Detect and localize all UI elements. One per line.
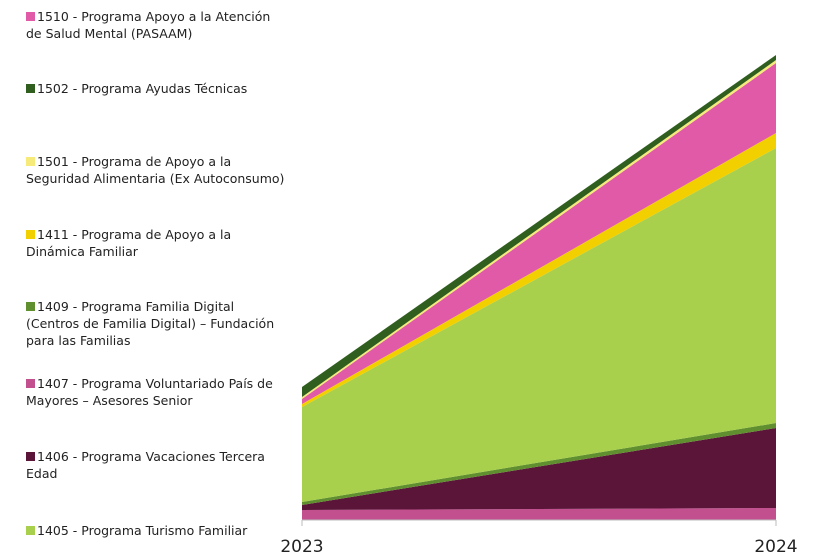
legend-swatch — [26, 452, 35, 461]
legend-swatch — [26, 84, 35, 93]
x-tick-label: 2024 — [754, 537, 797, 557]
legend-label: 1407 - Programa Voluntariado País de May… — [26, 376, 273, 408]
legend-entry: 1409 - Programa Familia Digital (Centros… — [26, 298, 288, 349]
legend-entry: 1510 - Programa Apoyo a la Atención de S… — [26, 8, 288, 42]
legend-label: 1510 - Programa Apoyo a la Atención de S… — [26, 9, 271, 41]
legend-label: 1502 - Programa Ayudas Técnicas — [37, 81, 248, 96]
legend-swatch — [26, 12, 35, 21]
legend-label: 1405 - Programa Turismo Familiar — [37, 523, 248, 538]
area — [302, 423, 776, 505]
legend-entry: 1405 - Programa Turismo Familiar — [26, 522, 288, 539]
legend-entry: 1406 - Programa Vacaciones Tercera Edad — [26, 448, 288, 482]
legend-swatch — [26, 379, 35, 388]
legend-swatch — [26, 157, 35, 166]
x-tick-label: 2023 — [280, 537, 323, 557]
area — [302, 508, 776, 520]
legend-swatch — [26, 302, 35, 311]
legend-entry: 1411 - Programa de Apoyo a la Dinámica F… — [26, 226, 288, 260]
area — [302, 428, 776, 510]
legend-entry: 1502 - Programa Ayudas Técnicas — [26, 80, 288, 97]
legend-label: 1406 - Programa Vacaciones Tercera Edad — [26, 449, 265, 481]
legend-entry: 1407 - Programa Voluntariado País de May… — [26, 375, 288, 409]
area — [302, 63, 776, 404]
legend-swatch — [26, 230, 35, 239]
legend-label: 1409 - Programa Familia Digital (Centros… — [26, 299, 275, 348]
legend-entry: 1501 - Programa de Apoyo a la Seguridad … — [26, 153, 288, 187]
area — [302, 55, 776, 397]
area — [302, 148, 776, 502]
area — [302, 60, 776, 399]
legend-label: 1411 - Programa de Apoyo a la Dinámica F… — [26, 227, 232, 259]
legend-swatch — [26, 526, 35, 535]
legend-label: 1501 - Programa de Apoyo a la Seguridad … — [26, 154, 285, 186]
area — [302, 133, 776, 407]
